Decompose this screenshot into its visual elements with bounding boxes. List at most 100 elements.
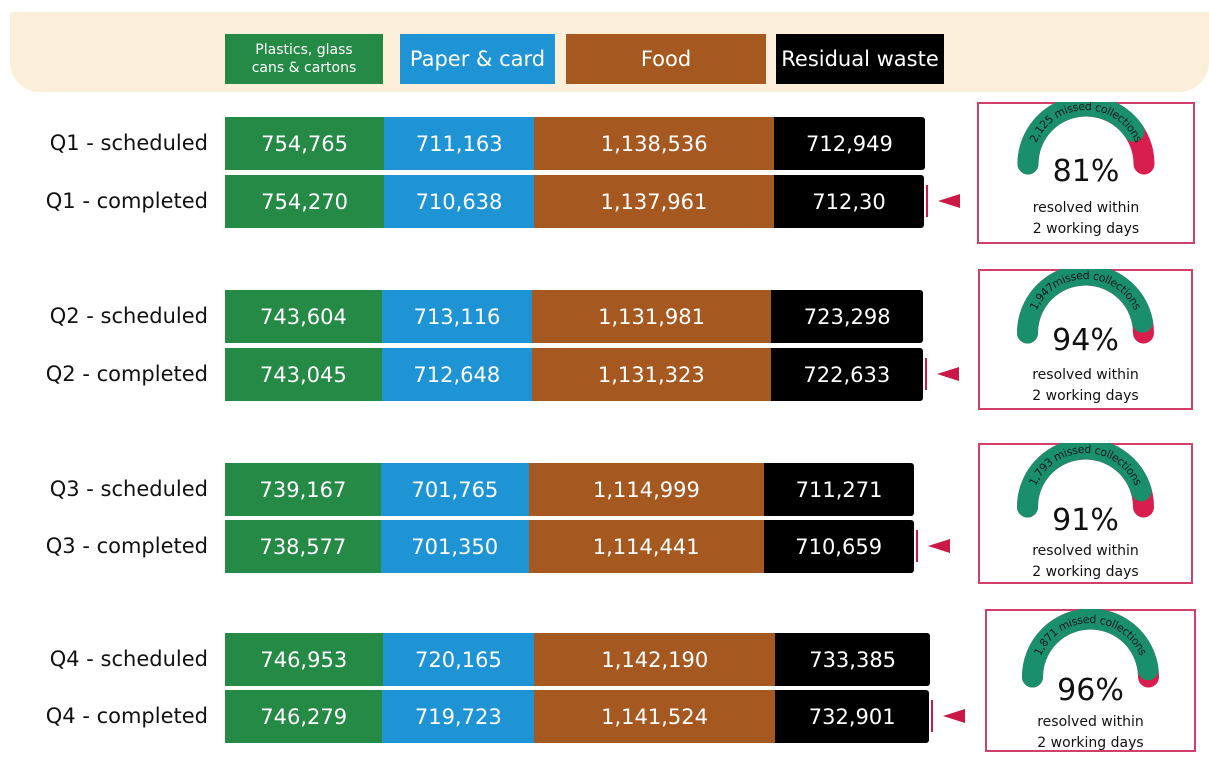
data-label: 711,271 [795,477,883,502]
bar-segment-food: 1,137,961 [533,175,774,228]
data-label: 738,577 [259,534,347,559]
legend-plastics-line2: cans & cartons [251,60,357,76]
legend-paper: Paper & card [400,34,555,84]
resolved-caption-line2: 2 working days [1037,735,1144,751]
bar-segment-residual: 733,385 [775,633,930,686]
data-label: 712,648 [413,362,501,387]
gauge-chart: 1,871 missed collections [1022,609,1159,688]
data-label: 754,270 [261,189,348,214]
resolved-percent: 91% [1052,503,1119,538]
resolved-caption-line2: 2 working days [1032,221,1140,237]
bar-segment-plastics: 738,577 [225,520,381,573]
data-label: 732,901 [808,704,896,729]
resolved-percent: 96% [1057,673,1124,708]
bar-segment-paper: 701,765 [380,463,529,516]
gauge-resolved-arc [1022,609,1159,688]
bar-segment-plastics: 754,270 [225,175,385,228]
resolved-percent: 94% [1052,323,1119,358]
gauge-resolved-arc [1017,443,1152,518]
bar-segment-paper: 713,116 [381,290,533,343]
data-label: 712,949 [806,131,893,156]
legend-plastics-line1: Plastics, glass [255,42,353,58]
data-label: 710,638 [415,189,503,214]
row-label: Q1 - completed [45,189,208,213]
resolved-caption-line1: resolved within [1032,367,1139,383]
data-label: 743,045 [259,362,347,387]
data-label: 1,142,190 [601,647,709,672]
bar-segment-paper: 720,165 [382,633,535,686]
legend-food-label: Food [640,47,692,71]
pointer-arrow [938,194,961,208]
gauge-panel: 1,793 missed collections 91% resolved with… [978,443,1193,584]
bar-divider [225,172,925,174]
bar-segment-residual: 722,633 [770,348,923,401]
data-label: 1,114,441 [592,534,700,559]
gauge-panel: 2,125 missed collections 81% resolved with… [977,102,1195,244]
pointer-arrow [937,367,959,381]
data-label: 1,114,999 [593,477,700,502]
bar-segment-paper: 711,163 [384,117,535,170]
resolved-percent: 81% [1052,154,1120,189]
gauge-chart: 2,125 missed collections [1017,102,1155,175]
data-label: 710,659 [795,534,883,559]
resolved-caption-line2: 2 working days [1032,388,1139,404]
bar-segment-plastics: 739,167 [225,463,381,516]
bar-divider [225,687,930,689]
data-label: 1,141,524 [601,704,708,729]
bar-segment-food: 1,131,323 [532,348,771,401]
bar-segment-paper: 719,723 [382,690,535,743]
completed-marker [926,185,929,217]
completed-marker [931,700,934,732]
completed-marker [915,530,918,562]
data-label: 719,723 [414,704,502,729]
data-label: 754,765 [261,131,348,156]
gauge-chart: 1,793 missed collections [1017,443,1154,518]
completed-marker [925,358,927,390]
data-label: 711,163 [415,131,503,156]
bar-segment-food: 1,114,441 [528,520,764,573]
row-label: Q3 - scheduled [49,477,208,501]
data-label: 733,385 [809,647,897,672]
row-label: Q3 - completed [45,534,208,558]
row-label: Q2 - scheduled [49,304,208,328]
bar-segment-residual: 723,298 [770,290,924,343]
row-label: Q2 - completed [45,362,208,386]
resolved-caption-line1: resolved within [1032,200,1140,216]
bar-segment-food: 1,114,999 [528,463,765,516]
legend-food: Food [566,34,766,84]
bar-segment-residual: 712,949 [774,117,925,170]
data-label: 1,131,323 [597,362,705,387]
data-label: 723,298 [803,304,891,329]
bar-segment-food: 1,142,190 [534,633,776,686]
legend-residual: Residual waste [776,34,944,84]
bar-divider [225,345,923,347]
bar-segment-paper: 712,648 [381,348,532,401]
legend-plastics: Plastics, glass cans & cartons [225,34,383,84]
bar-segment-residual: 712,30 [773,175,925,228]
row-label: Q4 - scheduled [49,647,208,671]
bar-segment-plastics: 746,953 [225,633,383,686]
gauge-resolved-arc [1017,269,1153,344]
row-label: Q4 - completed [45,704,208,728]
bar-segment-residual: 711,271 [764,463,915,516]
bar-divider [225,517,914,519]
row-label: Q1 - scheduled [49,131,208,155]
pointer-arrow [943,709,966,723]
bar-segment-plastics: 743,045 [225,348,382,401]
resolved-caption-line1: resolved within [1032,543,1139,559]
gauge-panel: 1,947missed collections 94% resolved withi… [978,269,1193,410]
bar-segment-plastics: 754,765 [225,117,385,170]
gauge-panel: 1,871 missed collections 96% resolved with… [985,609,1196,752]
gauge-resolved-arc [1017,102,1145,175]
bar-segment-plastics: 746,279 [225,690,383,743]
data-label: 701,350 [411,534,499,559]
data-label: 720,165 [415,647,502,672]
data-label: 743,604 [259,304,347,329]
data-label: 739,167 [259,477,347,502]
bar-segment-paper: 701,350 [380,520,529,573]
bar-segment-residual: 732,901 [774,690,930,743]
bar-segment-food: 1,141,524 [534,690,775,743]
data-label: 712,30 [812,189,886,214]
resolved-caption-line1: resolved within [1037,714,1144,730]
data-label: 713,116 [413,304,501,329]
